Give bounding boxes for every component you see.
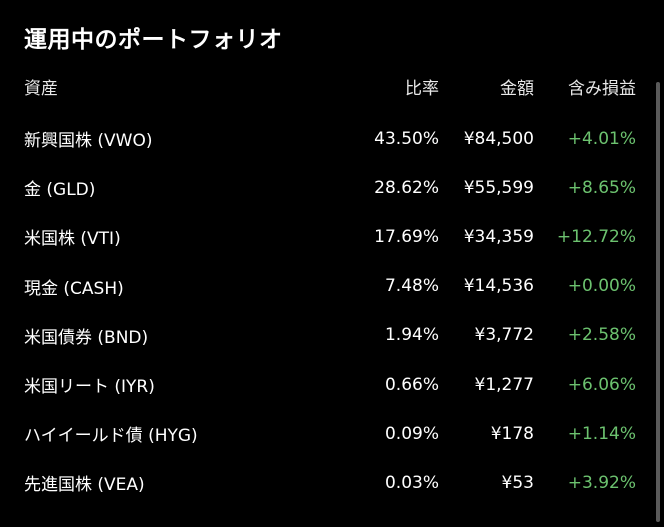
table-row[interactable]: ハイイールド債 (HYG) 0.09% ¥178 +1.14% [24,409,636,458]
asset-name: 先進国株 (VEA) [24,475,145,496]
asset-name: ハイイールド債 (HYG) [24,426,198,447]
asset-ratio: 43.50% [374,128,439,149]
vertical-scrollbar[interactable] [656,82,660,522]
asset-name: 米国債券 (BND) [24,327,149,348]
asset-amount: ¥3,772 [474,325,534,346]
asset-ratio: 17.69% [374,226,439,247]
asset-ratio: 1.94% [384,325,439,346]
asset-pnl: +8.65% [567,177,636,198]
table-row[interactable]: 米国株 (VTI) 17.69% ¥34,359 +12.72% [24,212,636,261]
header-amount[interactable]: 金額 [500,78,534,99]
holdings-table: 資産 比率 金額 含み損益 新興国株 (VWO) 43.50% ¥84,500 … [24,70,636,508]
asset-ratio: 7.48% [384,276,439,297]
asset-pnl: +1.14% [567,423,636,444]
table-row[interactable]: 現金 (CASH) 7.48% ¥14,536 +0.00% [24,262,636,311]
page-title: 運用中のポートフォリオ [24,27,283,53]
asset-pnl: +4.01% [567,128,636,149]
asset-ratio: 0.09% [384,423,439,444]
asset-name: 金 (GLD) [24,180,96,201]
table-row[interactable]: 先進国株 (VEA) 0.03% ¥53 +3.92% [24,458,636,507]
asset-pnl: +12.72% [556,226,636,247]
asset-name: 現金 (CASH) [24,278,124,299]
table-row[interactable]: 新興国株 (VWO) 43.50% ¥84,500 +4.01% [24,114,636,163]
asset-pnl: +3.92% [567,472,636,493]
asset-pnl: +6.06% [567,374,636,395]
asset-amount: ¥84,500 [463,128,534,149]
table-header: 資産 比率 金額 含み損益 [24,70,636,102]
asset-amount: ¥55,599 [463,177,534,198]
asset-ratio: 28.62% [374,177,439,198]
table-row[interactable]: 米国リート (IYR) 0.66% ¥1,277 +6.06% [24,360,636,409]
asset-amount: ¥14,536 [463,276,534,297]
header-ratio[interactable]: 比率 [405,78,439,99]
asset-ratio: 0.66% [384,374,439,395]
header-asset: 資産 [24,78,58,99]
asset-ratio: 0.03% [384,472,439,493]
asset-name: 新興国株 (VWO) [24,131,153,152]
asset-name: 米国株 (VTI) [24,229,121,250]
asset-amount: ¥178 [490,423,534,444]
asset-amount: ¥34,359 [463,226,534,247]
table-row[interactable]: 金 (GLD) 28.62% ¥55,599 +8.65% [24,163,636,212]
table-row[interactable]: 米国債券 (BND) 1.94% ¥3,772 +2.58% [24,311,636,360]
asset-amount: ¥53 [501,472,534,493]
header-unrealized-pnl[interactable]: 含み損益 [568,78,636,99]
asset-pnl: +2.58% [567,325,636,346]
asset-name: 米国リート (IYR) [24,377,155,398]
asset-pnl: +0.00% [567,276,636,297]
asset-amount: ¥1,277 [474,374,534,395]
